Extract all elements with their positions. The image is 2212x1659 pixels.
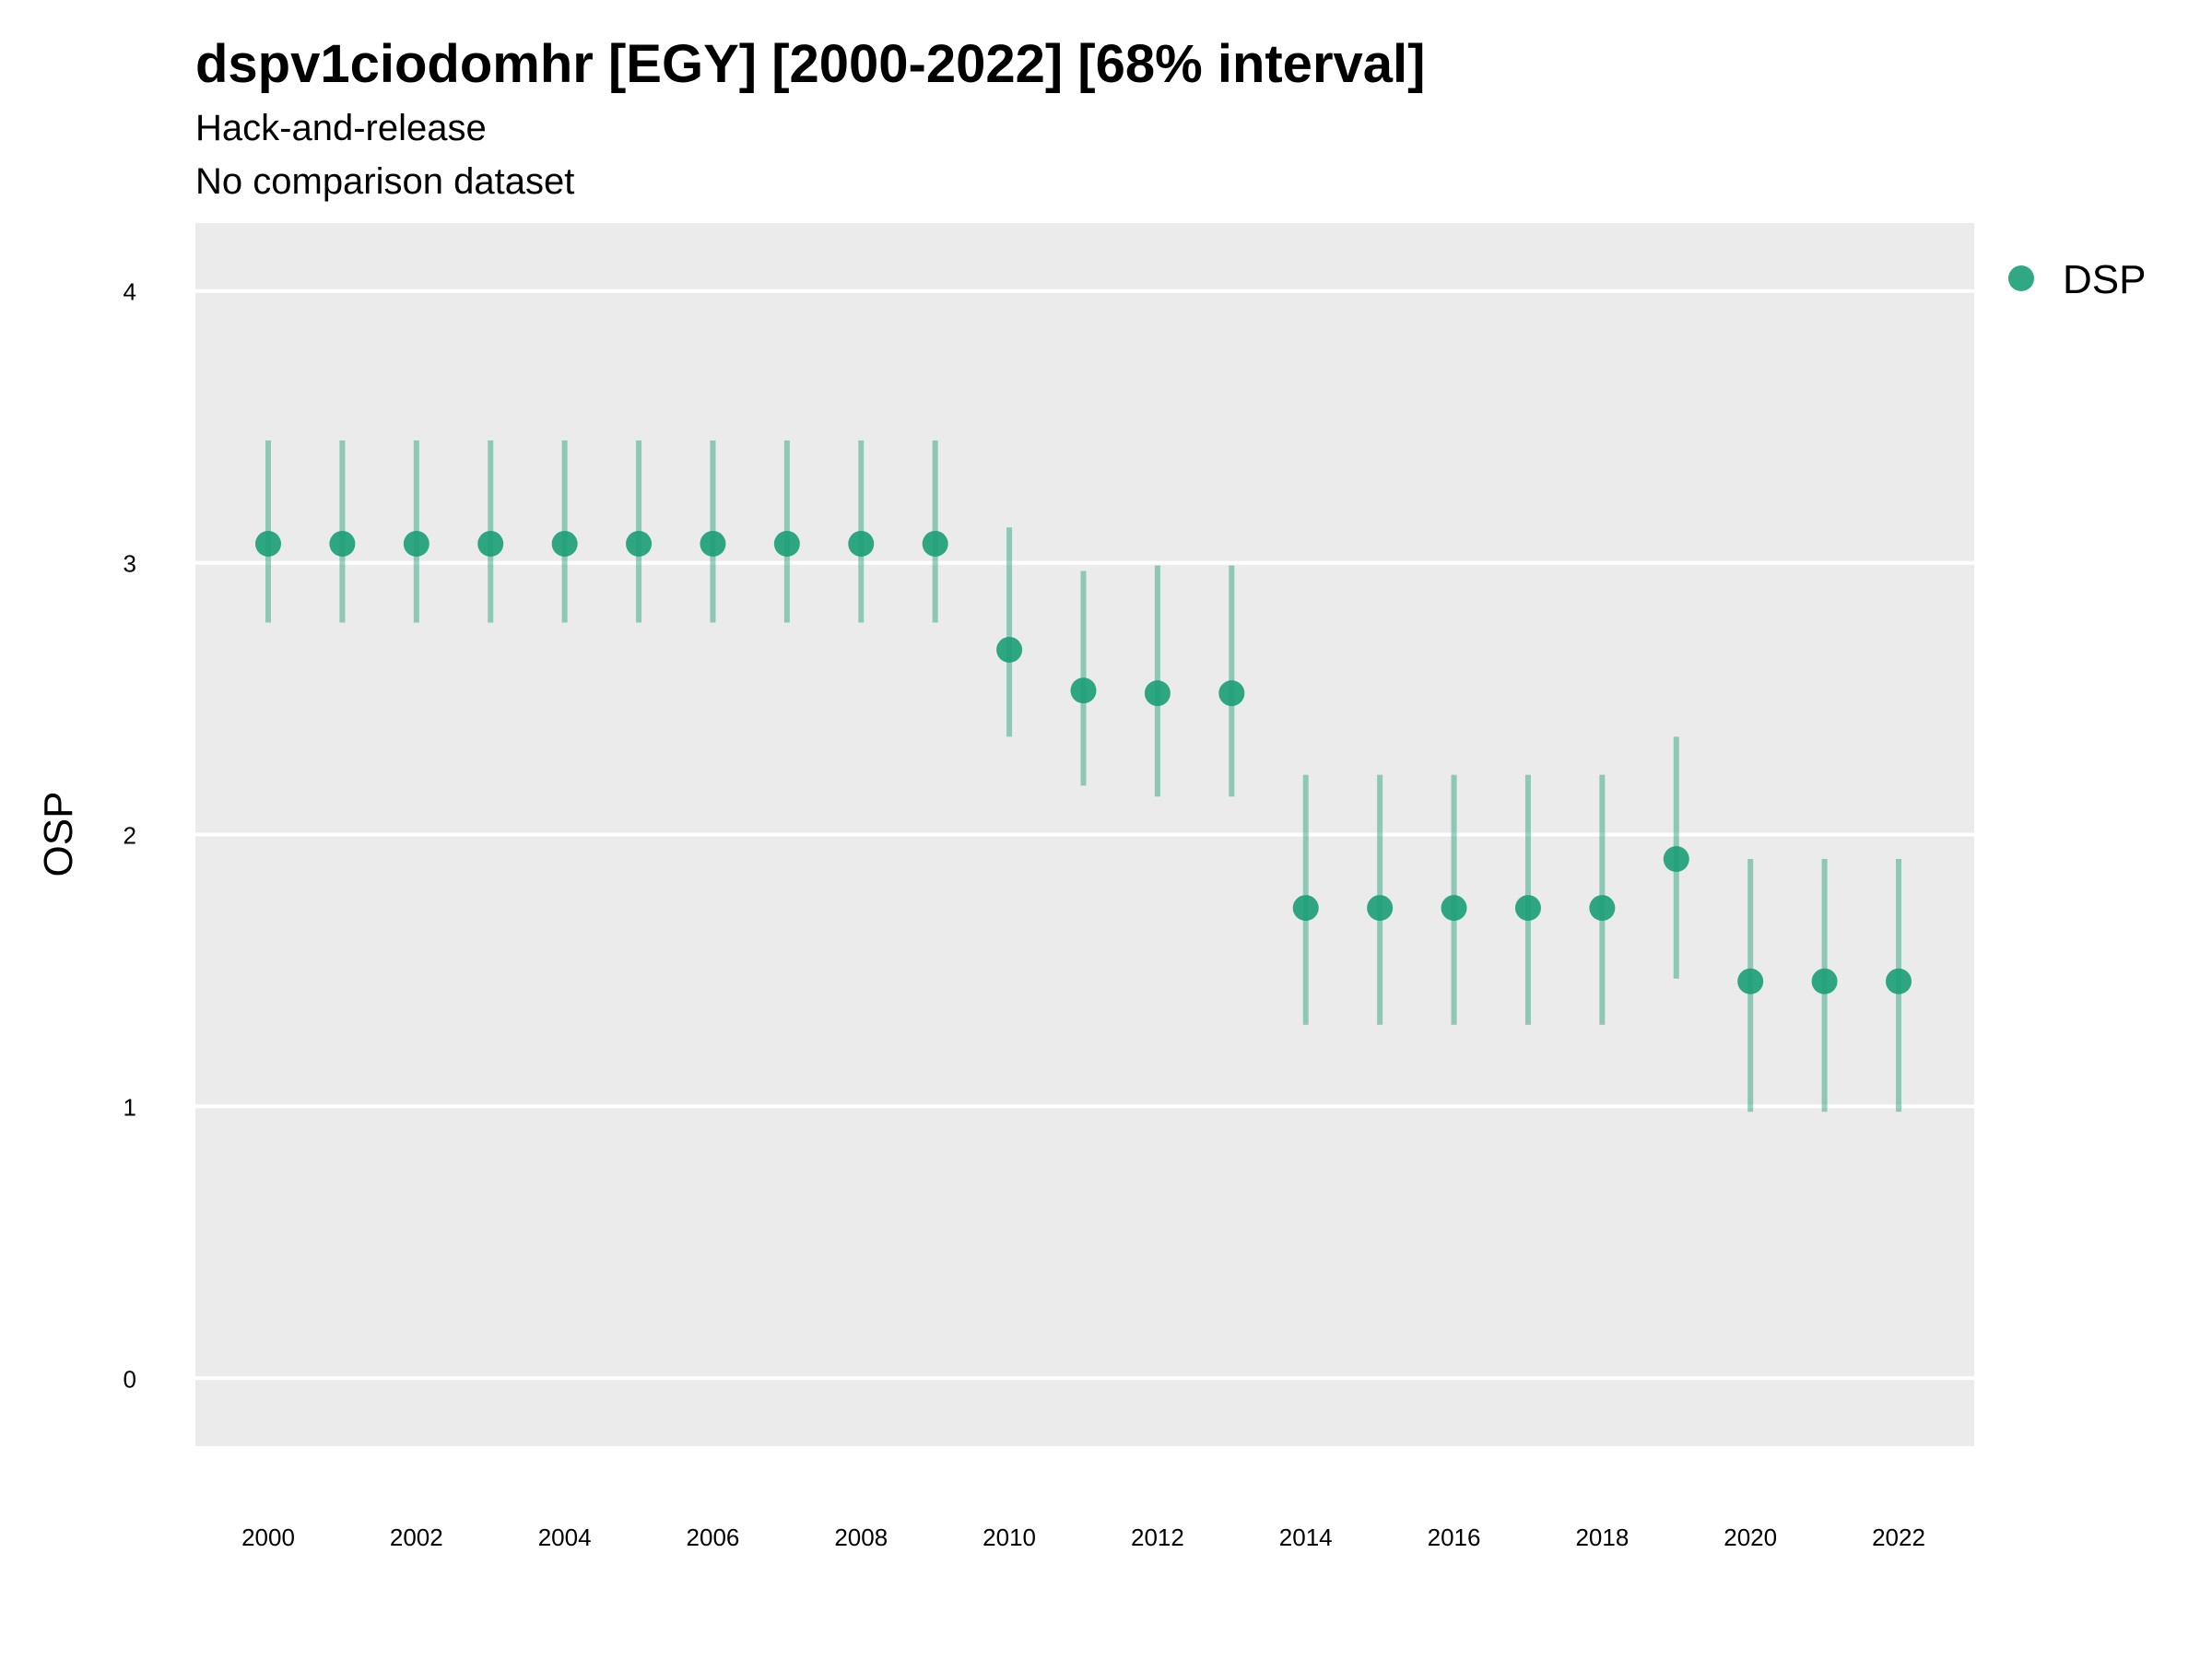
point-2008 [848,530,875,557]
y-tick-label-2: 2 [124,822,136,850]
point-2019 [1663,846,1689,873]
point-2011 [1070,677,1097,704]
y-tick-label-0: 0 [124,1365,136,1393]
x-tick-label-2018: 2018 [1575,1524,1629,1551]
point-2010 [996,636,1023,663]
point-2021 [1811,968,1838,994]
y-tick-label-4: 4 [124,278,136,306]
point-2022 [1886,968,1912,994]
x-tick-label-2022: 2022 [1872,1524,1925,1551]
point-2005 [626,530,653,557]
chart-title: dspv1ciodomhr [EGY] [2000-2022] [68% int… [195,34,1426,94]
x-axis-ticks: 2000 2002 2004 2006 2008 2010 2012 2014 2016 2018… [241,1524,1925,1551]
point-2003 [477,530,504,557]
point-2018 [1589,895,1616,922]
point-2015 [1367,895,1394,922]
point-2002 [403,530,429,557]
legend-label-dsp: DSP [2063,257,2146,302]
point-2016 [1441,895,1467,922]
x-tick-label-2002: 2002 [390,1524,443,1551]
point-2004 [551,530,578,557]
point-2007 [773,530,800,557]
point-2020 [1737,968,1764,994]
x-tick-label-2004: 2004 [538,1524,592,1551]
y-axis-ticks: 0 1 2 3 4 [124,278,136,1394]
point-2014 [1292,895,1319,922]
data-points [255,530,1912,994]
x-tick-label-2014: 2014 [1279,1524,1333,1551]
x-tick-label-2006: 2006 [687,1524,740,1551]
y-tick-label-3: 3 [124,550,136,578]
point-2000 [255,530,281,557]
point-2013 [1218,680,1245,707]
legend-key-dsp [2008,265,2034,291]
gridlines [195,288,1974,1381]
point-2012 [1144,680,1171,707]
point-2006 [700,530,726,557]
point-2017 [1514,895,1541,922]
x-tick-label-2016: 2016 [1428,1524,1481,1551]
x-tick-label-2020: 2020 [1724,1524,1777,1551]
x-tick-label-2008: 2008 [834,1524,888,1551]
y-tick-label-1: 1 [124,1093,136,1121]
legend: DSP [2008,257,2146,302]
point-2001 [329,530,356,557]
chart-subtitle-method: Hack-and-release [195,108,487,148]
point-2009 [922,530,948,557]
chart-subtitle-comparison: No comparison dataset [195,161,575,202]
x-tick-label-2010: 2010 [982,1524,1036,1551]
y-axis-label: OSP [36,792,81,877]
x-tick-label-2000: 2000 [241,1524,295,1551]
x-tick-label-2012: 2012 [1131,1524,1184,1551]
